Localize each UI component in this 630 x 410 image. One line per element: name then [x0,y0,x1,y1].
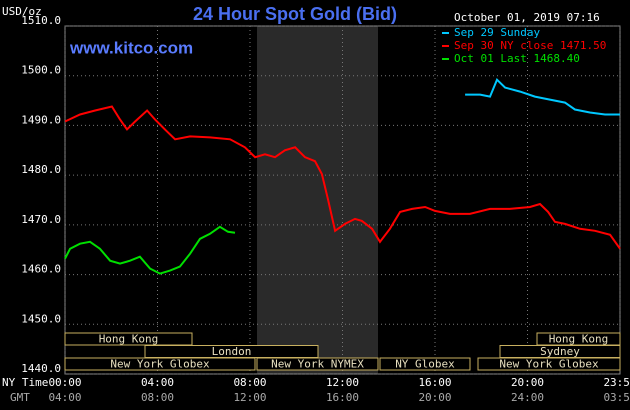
y-tick-label: 1500.0 [21,64,61,77]
x2-tick-label: 12:00 [233,391,266,404]
x-tick-label: 08:00 [233,376,266,389]
session-label: New York Globex [499,358,599,371]
session-label: Hong Kong [99,333,159,346]
y-tick-label: 1510.0 [21,14,61,27]
legend-label: Oct 01 Last 1468.40 [454,52,580,65]
session-box [64,357,256,371]
session-box [477,357,621,371]
x-tick-label: 16:00 [418,376,451,389]
price-line [64,105,621,250]
price-line [465,77,620,116]
x2-tick-label: 20:00 [418,391,451,404]
session-box [256,357,379,371]
session-label: Sydney [540,345,580,358]
y-tick-label: 1490.0 [21,113,61,126]
x-axis-label: NY Time [2,376,48,389]
legend-label: Sep 29 Sunday [454,26,540,39]
x-tick-label: 23:59 [603,376,630,389]
x2-axis-label: GMT [10,391,30,404]
nymex-shade [257,26,378,374]
session-label: New York NYMEX [271,358,364,371]
x-tick-label: 04:00 [141,376,174,389]
x2-tick-label: 16:00 [326,391,359,404]
y-tick-label: 1470.0 [21,213,61,226]
x2-tick-label: 03:59 [603,391,630,404]
session-label: New York Globex [110,358,210,371]
session-box [379,357,471,371]
site-watermark: www.kitco.com [69,38,193,57]
session-box [64,332,193,346]
session-label: Hong Kong [549,333,609,346]
price-line [64,225,236,275]
timestamp: October 01, 2019 07:16 [454,11,600,24]
x-tick-label: 00:00 [48,376,81,389]
x2-tick-label: 24:00 [511,391,544,404]
y-tick-label: 1460.0 [21,263,61,276]
y-tick-label: 1440.0 [21,362,61,375]
y-tick-label: 1450.0 [21,312,61,325]
y-unit: USD/oz [2,5,42,18]
x-tick-label: 20:00 [511,376,544,389]
x-tick-label: 12:00 [326,376,359,389]
chart-title: 24 Hour Spot Gold (Bid) [193,4,397,24]
legend-label: Sep 30 NY close 1471.50 [454,39,606,52]
session-label: NY Globex [395,358,455,371]
y-tick-label: 1480.0 [21,163,61,176]
x2-tick-label: 08:00 [141,391,174,404]
x2-tick-label: 04:00 [48,391,81,404]
session-label: London [212,345,252,358]
